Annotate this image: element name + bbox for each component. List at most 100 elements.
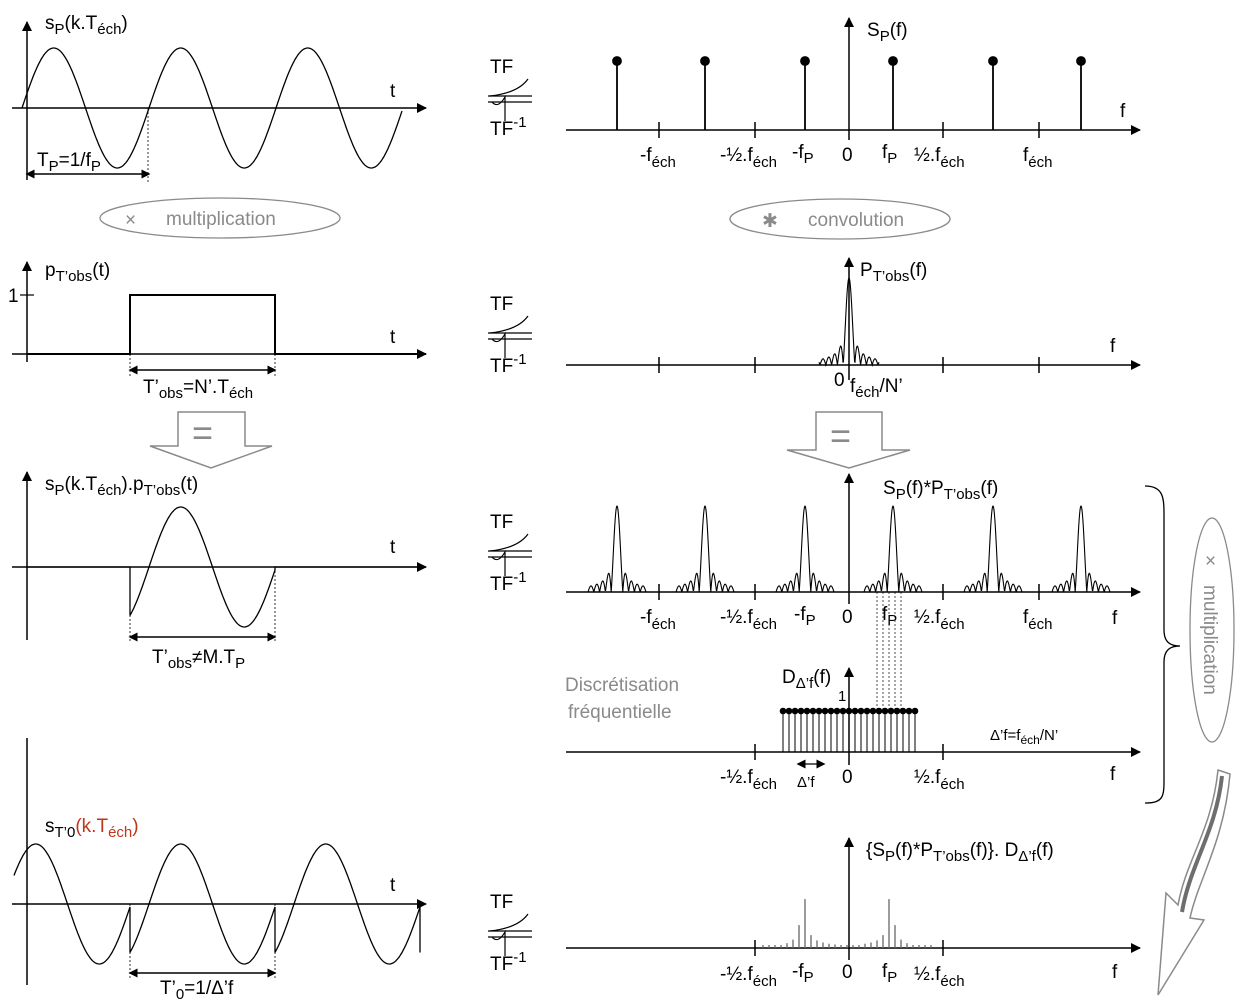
row5-freq-label: {SP(f)*PT’obs(f)}. DΔ’f(f) — [866, 840, 1054, 865]
spectral-dot — [888, 56, 898, 66]
multiplication-operator: × multiplication — [99, 197, 341, 239]
truncated-sine — [27, 506, 426, 628]
tick-m-half: -½.féch — [720, 607, 777, 633]
tick-fp: fP — [882, 604, 897, 629]
tf-symbol: TF TF-1 — [488, 57, 532, 140]
row5-time-plot: sT’0(k.Téch) t T’0=1/Δ’f — [12, 738, 427, 1001]
svg-text:0: 0 — [834, 370, 845, 391]
periodized-sine — [13, 843, 421, 965]
svg-text:t: t — [390, 537, 396, 558]
convolution-operator: ✱ convolution — [729, 198, 951, 240]
row5-freq-plot: {SP(f)*PT’obs(f)}. DΔ’f(f) f -½.féch -fP… — [566, 837, 1141, 990]
svg-text:multiplication: multiplication — [1199, 585, 1220, 695]
svg-text:multiplication: multiplication — [166, 209, 276, 230]
comb-dot — [785, 707, 793, 715]
tick-fp: fP — [882, 142, 897, 167]
spectral-dot — [612, 56, 622, 66]
t-axis-label: t — [390, 81, 396, 102]
row3-freq-plot: SP(f)*PT’obs(f) f -féch -½.féch -fP 0 fP… — [566, 473, 1141, 712]
svg-text:=: = — [830, 415, 851, 456]
comb-dot — [875, 707, 883, 715]
equals-arrow: = — [149, 411, 273, 469]
spectral-dot — [988, 56, 998, 66]
equals-arrow: = — [786, 411, 911, 469]
row2-time-plot: pT’obs(t) 1 t T’obs=N’.Téch — [8, 260, 427, 402]
t0-label: T’0=1/Δ’f — [160, 978, 234, 1001]
row3-time-plot: sP(k.Téch).pT’obs(t) t T’obs≠M.TP — [12, 471, 427, 672]
delta-f-label: Δ’f=féch/N’ — [990, 727, 1058, 747]
comb-dot — [839, 707, 847, 715]
comb-dot — [905, 707, 913, 715]
svg-text:0: 0 — [842, 607, 853, 628]
comb-dot — [833, 707, 841, 715]
row1-time-plot: sP(k.Téch) t TP=1/fP — [12, 13, 427, 182]
comb-dot — [893, 707, 901, 715]
right-brace — [1144, 485, 1181, 804]
svg-text:1: 1 — [838, 688, 846, 705]
svg-text:f: f — [1120, 101, 1126, 122]
spectral-dot — [1076, 56, 1086, 66]
row1-freq-label: SP(f) — [867, 20, 908, 45]
tobs-neq-label: T’obs≠M.TP — [152, 647, 245, 672]
svg-text:×: × — [125, 210, 136, 231]
tick-m-fech: -féch — [640, 145, 676, 171]
tick-fp: fP — [882, 961, 897, 986]
svg-text:0: 0 — [842, 767, 853, 788]
svg-text:f: f — [1112, 608, 1118, 629]
tick-m-half: -½.féch — [720, 145, 777, 171]
svg-text:t: t — [390, 875, 396, 896]
comb-dot — [803, 707, 811, 715]
svg-text:TF: TF — [490, 892, 513, 913]
svg-text:f: f — [1112, 962, 1118, 983]
tick-m-fech: -féch — [640, 607, 676, 633]
row2-time-label: pT’obs(t) — [45, 260, 110, 285]
tick-half: ½.féch — [914, 607, 965, 633]
row3-freq-label: SP(f)*PT’obs(f) — [883, 478, 998, 503]
comb-dot — [887, 707, 895, 715]
row2-freq-plot: PT’obs(f) f 0 féch/N’ — [566, 257, 1141, 401]
comb-dot — [827, 707, 835, 715]
row1-time-label: sP(k.Téch) — [45, 13, 128, 38]
comb-dot — [857, 707, 865, 715]
comb-dot — [851, 707, 859, 715]
delta-tick-label: Δ’f — [797, 774, 815, 791]
comb-dot — [899, 707, 907, 715]
svg-text:1: 1 — [8, 286, 19, 307]
spectral-dot — [800, 56, 810, 66]
tick-half: ½.féch — [914, 767, 965, 793]
svg-text:✱: ✱ — [762, 211, 778, 232]
tf-symbol: TF TF-1 — [488, 294, 532, 377]
comb-dot — [791, 707, 799, 715]
svg-text:TF: TF — [490, 57, 513, 78]
svg-text:f: f — [1110, 336, 1116, 357]
resolution-label: féch/N’ — [850, 376, 903, 401]
curved-arrow — [1157, 768, 1231, 996]
comb-dot — [797, 707, 805, 715]
period-label: TP=1/fP — [37, 150, 101, 175]
svg-text:TF-1: TF-1 — [490, 351, 527, 377]
tick-half: ½.féch — [914, 964, 965, 990]
discretisation-caption: fréquentielle — [568, 702, 672, 723]
tf-symbol: TF TF-1 — [488, 512, 532, 595]
tick-fech: féch — [1023, 607, 1052, 633]
comb-dot — [821, 707, 829, 715]
svg-text:TF: TF — [490, 512, 513, 533]
discretisation-caption: Discrétisation — [565, 675, 679, 696]
comb-dot — [809, 707, 817, 715]
svg-text:TF: TF — [490, 294, 513, 315]
row1-freq-plot: SP(f) f -féch -½.féch -fP 0 fP ½.féch fé… — [566, 17, 1141, 171]
row4-comb-plot: Discrétisation fréquentielle DΔ’f(f) 1 Δ… — [565, 667, 1141, 793]
comb-dot — [869, 707, 877, 715]
comb-dot — [779, 707, 787, 715]
tick-m-half: -½.féch — [720, 767, 777, 793]
multiplication-operator: × multiplication — [1189, 517, 1235, 743]
svg-text:×: × — [1205, 551, 1216, 572]
row5-time-label: sT’0(k.Téch) — [45, 816, 139, 841]
row3-time-label: sP(k.Téch).pT’obs(t) — [45, 474, 198, 499]
tick-m-fp: -fP — [794, 604, 816, 629]
comb-dot — [845, 707, 853, 715]
spectral-dot — [700, 56, 710, 66]
tick-half: ½.féch — [914, 145, 965, 171]
svg-text:=: = — [192, 412, 213, 453]
